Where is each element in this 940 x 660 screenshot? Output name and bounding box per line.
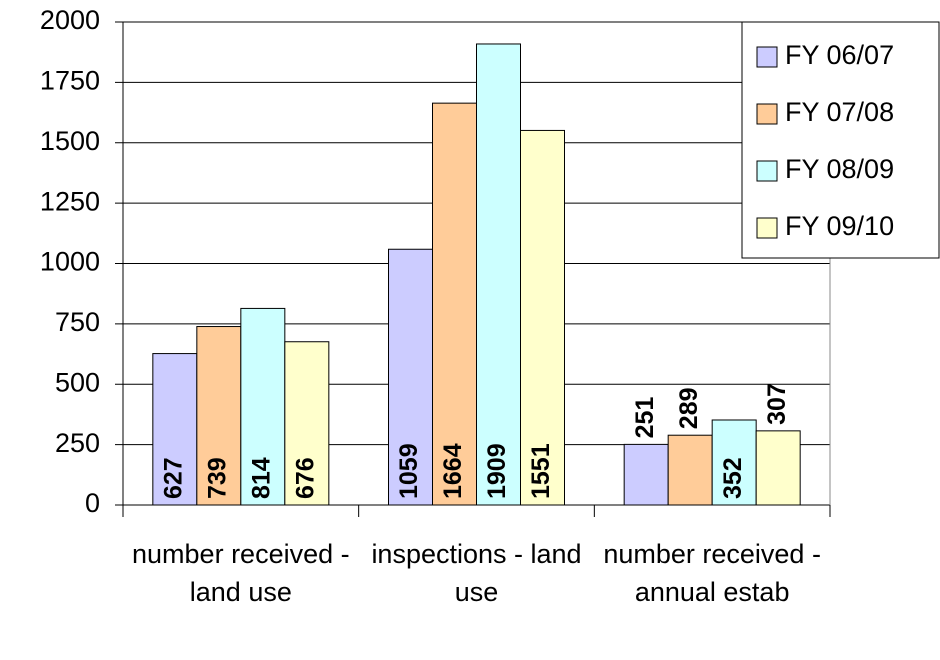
value-label: 352	[719, 457, 747, 499]
bar	[476, 43, 521, 506]
bar	[388, 248, 433, 506]
bar	[755, 430, 801, 506]
value-label: 251	[631, 397, 659, 439]
x-tick-label: number received - annual estab	[603, 539, 821, 607]
bar	[240, 307, 286, 506]
bar	[196, 326, 242, 506]
y-tick-label: 1500	[40, 126, 100, 156]
value-label: 1059	[395, 443, 423, 499]
value-label: 1664	[439, 443, 467, 499]
bar	[623, 443, 669, 506]
value-label: 814	[247, 457, 275, 499]
legend-label: FY 07/08	[785, 97, 894, 127]
value-label: 676	[291, 457, 319, 499]
value-label: 627	[159, 457, 187, 499]
legend-swatch	[756, 217, 778, 239]
legend-swatch	[756, 46, 778, 68]
y-tick-label: 1250	[40, 186, 100, 216]
y-tick-label: 2000	[40, 5, 100, 35]
bar	[432, 102, 477, 506]
legend-label: FY 08/09	[785, 154, 894, 184]
y-tick-label: 500	[55, 367, 100, 397]
bar	[520, 129, 565, 506]
legend-swatch	[756, 160, 778, 182]
value-label: 289	[675, 387, 703, 429]
bar	[284, 341, 330, 506]
legend-label: FY 06/07	[785, 40, 894, 70]
value-label: 307	[763, 383, 791, 425]
legend-swatch	[756, 103, 778, 125]
x-tick-label: number received - land use	[132, 539, 350, 607]
y-tick-label: 0	[85, 488, 100, 518]
y-tick-label: 1750	[40, 66, 100, 96]
y-tick-label: 1000	[40, 247, 100, 277]
x-tick-label: inspections - land use	[371, 539, 582, 607]
legend-label: FY 09/10	[785, 211, 894, 241]
bar	[711, 419, 757, 506]
value-label: 739	[203, 457, 231, 499]
bar	[152, 353, 198, 506]
y-tick-label: 250	[55, 428, 100, 458]
y-tick-label: 750	[55, 307, 100, 337]
bar	[667, 434, 713, 506]
value-label: 1551	[527, 443, 555, 499]
value-label: 1909	[483, 443, 511, 499]
